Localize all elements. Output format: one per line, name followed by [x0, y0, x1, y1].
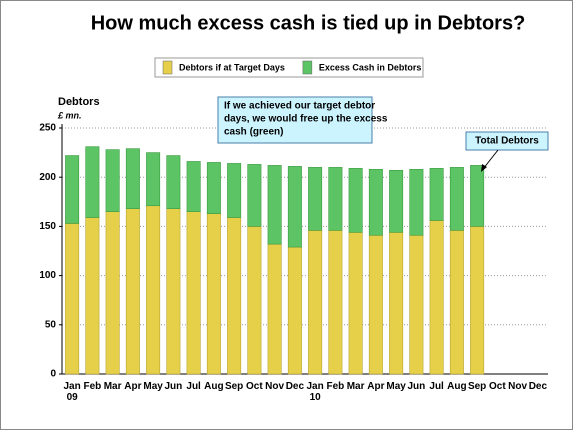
bar-segment	[308, 230, 323, 375]
bar-segment	[409, 234, 424, 375]
bar-segment	[206, 213, 221, 375]
bar-segment	[267, 165, 282, 245]
legend-swatch	[302, 60, 313, 75]
bar-segment	[227, 217, 242, 375]
bar-segment	[146, 205, 161, 375]
x-tick-label: Mar	[347, 381, 365, 392]
y-tick-label: 250	[39, 123, 56, 134]
annotation-text: days, we would free up the excess	[224, 114, 388, 125]
arrow-head	[481, 164, 487, 172]
y-axis-label: Debtors	[58, 96, 100, 108]
x-tick-label: Dec	[286, 381, 305, 392]
x-tick-label: May	[143, 381, 163, 392]
bar-segment	[368, 169, 383, 236]
bar-segment	[389, 232, 404, 375]
bar-segment	[186, 211, 201, 375]
bar-segment	[166, 208, 181, 375]
bar-segment	[429, 220, 444, 375]
bar-segment	[449, 167, 464, 231]
bar-segment	[470, 226, 485, 375]
x-tick-label: Jan 10	[307, 381, 324, 403]
x-tick-label: Nov	[265, 381, 284, 392]
y-tick-label: 50	[45, 319, 57, 330]
y-tick-label: 0	[50, 369, 56, 380]
x-tick-label: Feb	[83, 381, 101, 392]
annotation-text: cash (green)	[224, 127, 283, 138]
legend-swatch	[162, 60, 173, 75]
x-tick-label: Feb	[326, 381, 344, 392]
annotation-box	[217, 96, 373, 144]
bar-segment	[85, 146, 100, 218]
y-tick-label: 150	[39, 221, 56, 232]
bar-segment	[125, 148, 140, 209]
bar-segment	[470, 165, 485, 227]
bar-segment	[125, 208, 140, 375]
x-tick-label: Sep	[225, 381, 243, 392]
x-tick-label: Mar	[104, 381, 122, 392]
legend-label: Debtors if at Target Days	[179, 62, 285, 72]
annotation-box	[465, 131, 549, 151]
bar-segment	[247, 226, 262, 375]
x-tick-label: Jun	[407, 381, 425, 392]
y-tick-label: 100	[39, 270, 56, 281]
bar-segment	[287, 166, 302, 248]
legend-box	[154, 57, 424, 78]
legend-label: Excess Cash in Debtors	[319, 62, 422, 72]
x-tick-label: Sep	[468, 381, 486, 392]
x-tick-label: Dec	[529, 381, 548, 392]
bar-segment	[85, 217, 100, 375]
bar-segment	[186, 161, 201, 212]
y-axis-unit: £ mn.	[57, 110, 82, 120]
annotation-text: Total Debtors	[475, 136, 539, 147]
bar-segment	[287, 246, 302, 375]
x-tick-label: Jul	[186, 381, 201, 392]
x-tick-label: Oct	[246, 381, 263, 392]
x-tick-label: Aug	[447, 381, 466, 392]
bar-segment	[328, 230, 343, 375]
bar-segment	[328, 167, 343, 231]
bar-segment	[429, 168, 444, 221]
bar-segment	[146, 152, 161, 207]
bar-segment	[105, 211, 120, 375]
x-tick-label: Jan 09	[64, 381, 81, 403]
bar-segment	[166, 155, 181, 209]
bar-segment	[389, 170, 404, 233]
bar-segment	[247, 164, 262, 227]
chart-title: How much excess cash is tied up in Debto…	[91, 12, 526, 34]
bar-segment	[449, 230, 464, 375]
bar-segment	[267, 243, 282, 375]
x-tick-label: Oct	[489, 381, 506, 392]
x-tick-label: Apr	[367, 381, 384, 392]
bar-segment	[368, 234, 383, 375]
x-tick-label: Nov	[508, 381, 527, 392]
bar-segment	[348, 168, 363, 233]
bar-segment	[65, 155, 80, 224]
bar-segment	[65, 223, 80, 375]
bar-segment	[308, 167, 323, 231]
x-tick-label: Jul	[429, 381, 444, 392]
y-tick-label: 200	[39, 172, 56, 183]
bar-segment	[105, 149, 120, 212]
annotation-arrow	[482, 149, 499, 170]
bar-segment	[348, 232, 363, 375]
x-tick-label: Aug	[204, 381, 223, 392]
bar-segment	[206, 162, 221, 214]
bar-segment	[409, 169, 424, 236]
x-tick-label: Apr	[124, 381, 141, 392]
bar-segment	[227, 163, 242, 218]
x-tick-label: May	[386, 381, 406, 392]
annotation-text: If we achieved our target debtor	[224, 101, 375, 112]
x-tick-label: Jun	[164, 381, 182, 392]
